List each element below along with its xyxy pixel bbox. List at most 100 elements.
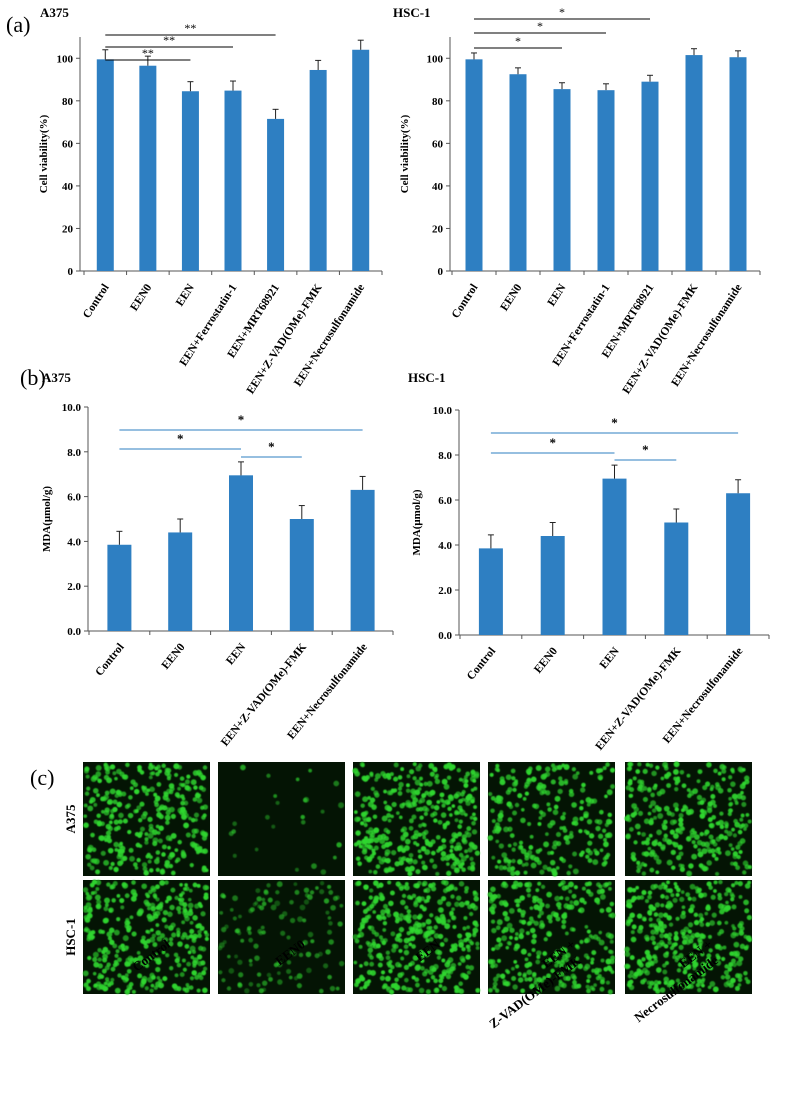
fluorescent-cell — [131, 931, 137, 937]
significance-mark: * — [537, 19, 543, 33]
fluorescent-cell — [673, 935, 679, 942]
fluorescent-cell — [682, 805, 689, 812]
fluorescent-cell — [88, 799, 94, 804]
fluorescent-cell — [580, 787, 586, 793]
bar — [107, 544, 132, 631]
bar — [352, 49, 370, 271]
fluorescent-cell — [465, 832, 472, 838]
fluorescent-cell — [527, 850, 533, 856]
fluorescent-cell — [546, 891, 553, 898]
fluorescent-cell — [380, 833, 387, 840]
fluorescent-cell — [537, 914, 542, 919]
fluorescent-cell — [367, 801, 374, 808]
fluorescent-cell — [427, 950, 432, 955]
fluorescent-cell — [368, 869, 373, 874]
fluorescent-cell — [651, 770, 657, 777]
fluorescent-cell — [742, 860, 749, 866]
fluorescent-cell — [655, 858, 662, 865]
fluorescent-cell — [426, 799, 433, 806]
fluorescent-cell — [390, 788, 395, 793]
fluorescent-cell — [385, 909, 391, 914]
fluorescent-cell — [644, 949, 651, 956]
fluorescent-cell — [253, 943, 259, 949]
fluorescent-cell — [590, 957, 595, 962]
fluorescent-cell — [196, 988, 201, 993]
fluorescent-cell — [577, 963, 583, 970]
fluorescent-cell — [121, 791, 127, 797]
fluorescent-cell — [437, 899, 443, 906]
fluorescent-cell — [129, 957, 134, 962]
fluorescent-cell — [411, 893, 417, 899]
fluorescent-cell — [141, 975, 148, 982]
fluorescent-cell — [495, 763, 500, 768]
fluorescent-cell — [325, 949, 331, 955]
fluorescent-cell — [678, 952, 684, 959]
fluorescent-cell — [367, 796, 371, 800]
fluorescent-cell — [159, 933, 166, 939]
fluorescent-cell — [194, 792, 201, 799]
fluorescent-cell — [643, 818, 650, 825]
fluorescent-cell — [520, 913, 525, 918]
fluorescent-cell — [436, 800, 441, 804]
fluorescent-cell — [286, 960, 292, 965]
fluorescent-cell — [294, 889, 300, 895]
fluorescent-cell — [699, 813, 706, 819]
fluorescent-cell — [258, 988, 264, 994]
fluorescent-cell — [124, 973, 129, 978]
fluorescent-cell — [237, 982, 243, 988]
fluorescent-cell — [439, 942, 445, 947]
fluorescent-cell — [415, 982, 420, 988]
fluorescent-cell — [713, 768, 718, 774]
fluorescent-cell — [432, 767, 437, 772]
fluorescent-cell — [393, 943, 399, 950]
fluorescent-cell — [447, 806, 452, 811]
fluorescent-cell — [641, 871, 647, 876]
fluorescent-cell — [444, 855, 451, 862]
fluorescent-cell — [494, 822, 500, 828]
category-label: EEN — [174, 282, 197, 309]
fluorescent-cell — [627, 903, 633, 909]
fluorescent-cell — [136, 951, 141, 955]
fluorescent-cell — [405, 783, 410, 788]
fluorescent-cell — [596, 901, 601, 905]
fluorescent-cell — [732, 926, 737, 931]
fluorescent-cell — [196, 850, 200, 855]
fluorescent-cell — [542, 951, 548, 956]
fluorescent-cell — [675, 916, 680, 921]
fluorescent-cell — [420, 845, 427, 852]
fluorescent-cell — [539, 790, 545, 796]
fluorescent-cell — [510, 768, 516, 774]
fluorescent-cell — [598, 930, 603, 935]
fluorescent-cell — [353, 960, 358, 965]
fluorescent-cell — [168, 863, 174, 869]
fluorescent-cell — [679, 896, 685, 902]
fluorescent-cell — [301, 941, 306, 946]
fluorescent-cell — [266, 773, 271, 778]
fluorescent-cell — [743, 827, 747, 831]
fluorescent-cell — [120, 975, 126, 980]
fluorescent-cell — [558, 780, 565, 786]
fluorescent-cell — [672, 897, 678, 903]
fluorescent-cell — [667, 936, 672, 941]
micrograph-row-label: A375 — [63, 804, 78, 833]
fluorescent-cell — [426, 895, 431, 900]
fluorescent-cell — [604, 794, 608, 799]
fluorescent-cell — [719, 763, 726, 770]
fluorescent-cell — [366, 969, 373, 976]
fluorescent-cell — [653, 958, 659, 964]
fluorescent-cell — [249, 962, 253, 967]
fluorescent-cell — [649, 867, 655, 873]
fluorescent-cell — [502, 865, 508, 871]
fluorescent-cell — [122, 774, 129, 780]
fluorescent-cell — [149, 868, 154, 873]
fluorescent-cell — [201, 865, 207, 871]
fluorescent-cell — [495, 795, 502, 801]
fluorescent-cell — [87, 805, 94, 812]
fluorescent-cell — [361, 775, 367, 781]
fluorescent-cell — [156, 764, 161, 770]
fluorescent-cell — [307, 931, 314, 938]
fluorescent-cell — [568, 904, 575, 910]
fluorescent-cell — [644, 840, 650, 846]
fluorescent-cell — [497, 958, 501, 963]
